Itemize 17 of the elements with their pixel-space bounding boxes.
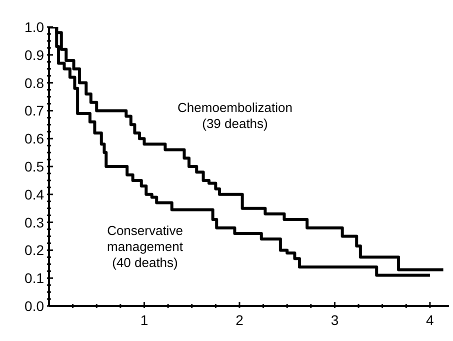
- y-tick-label: 0.9: [24, 46, 44, 63]
- y-tick-label: 0.2: [24, 242, 44, 258]
- x-tick-label: 1: [140, 312, 148, 328]
- y-tick-label: 0.7: [24, 102, 44, 119]
- x-tick-label: 2: [236, 312, 244, 328]
- y-tick-label: 0.5: [24, 158, 44, 174]
- x-tick-label: 3: [330, 312, 339, 328]
- x-tick-label: 4: [426, 312, 434, 328]
- y-tick-label: 0.1: [24, 270, 44, 286]
- series-label: Conservative management (40 deaths): [107, 223, 184, 270]
- y-tick-label: 0.4: [24, 186, 44, 202]
- y-tick-label: 0.3: [24, 214, 44, 230]
- y-tick-label: 1.0: [24, 19, 44, 35]
- series-label: Chemoembolization (39 deaths): [178, 100, 292, 131]
- y-tick-label: 0.0: [24, 298, 44, 314]
- y-tick-label: 0.8: [24, 74, 44, 91]
- y-tick-label: 0.6: [24, 130, 44, 147]
